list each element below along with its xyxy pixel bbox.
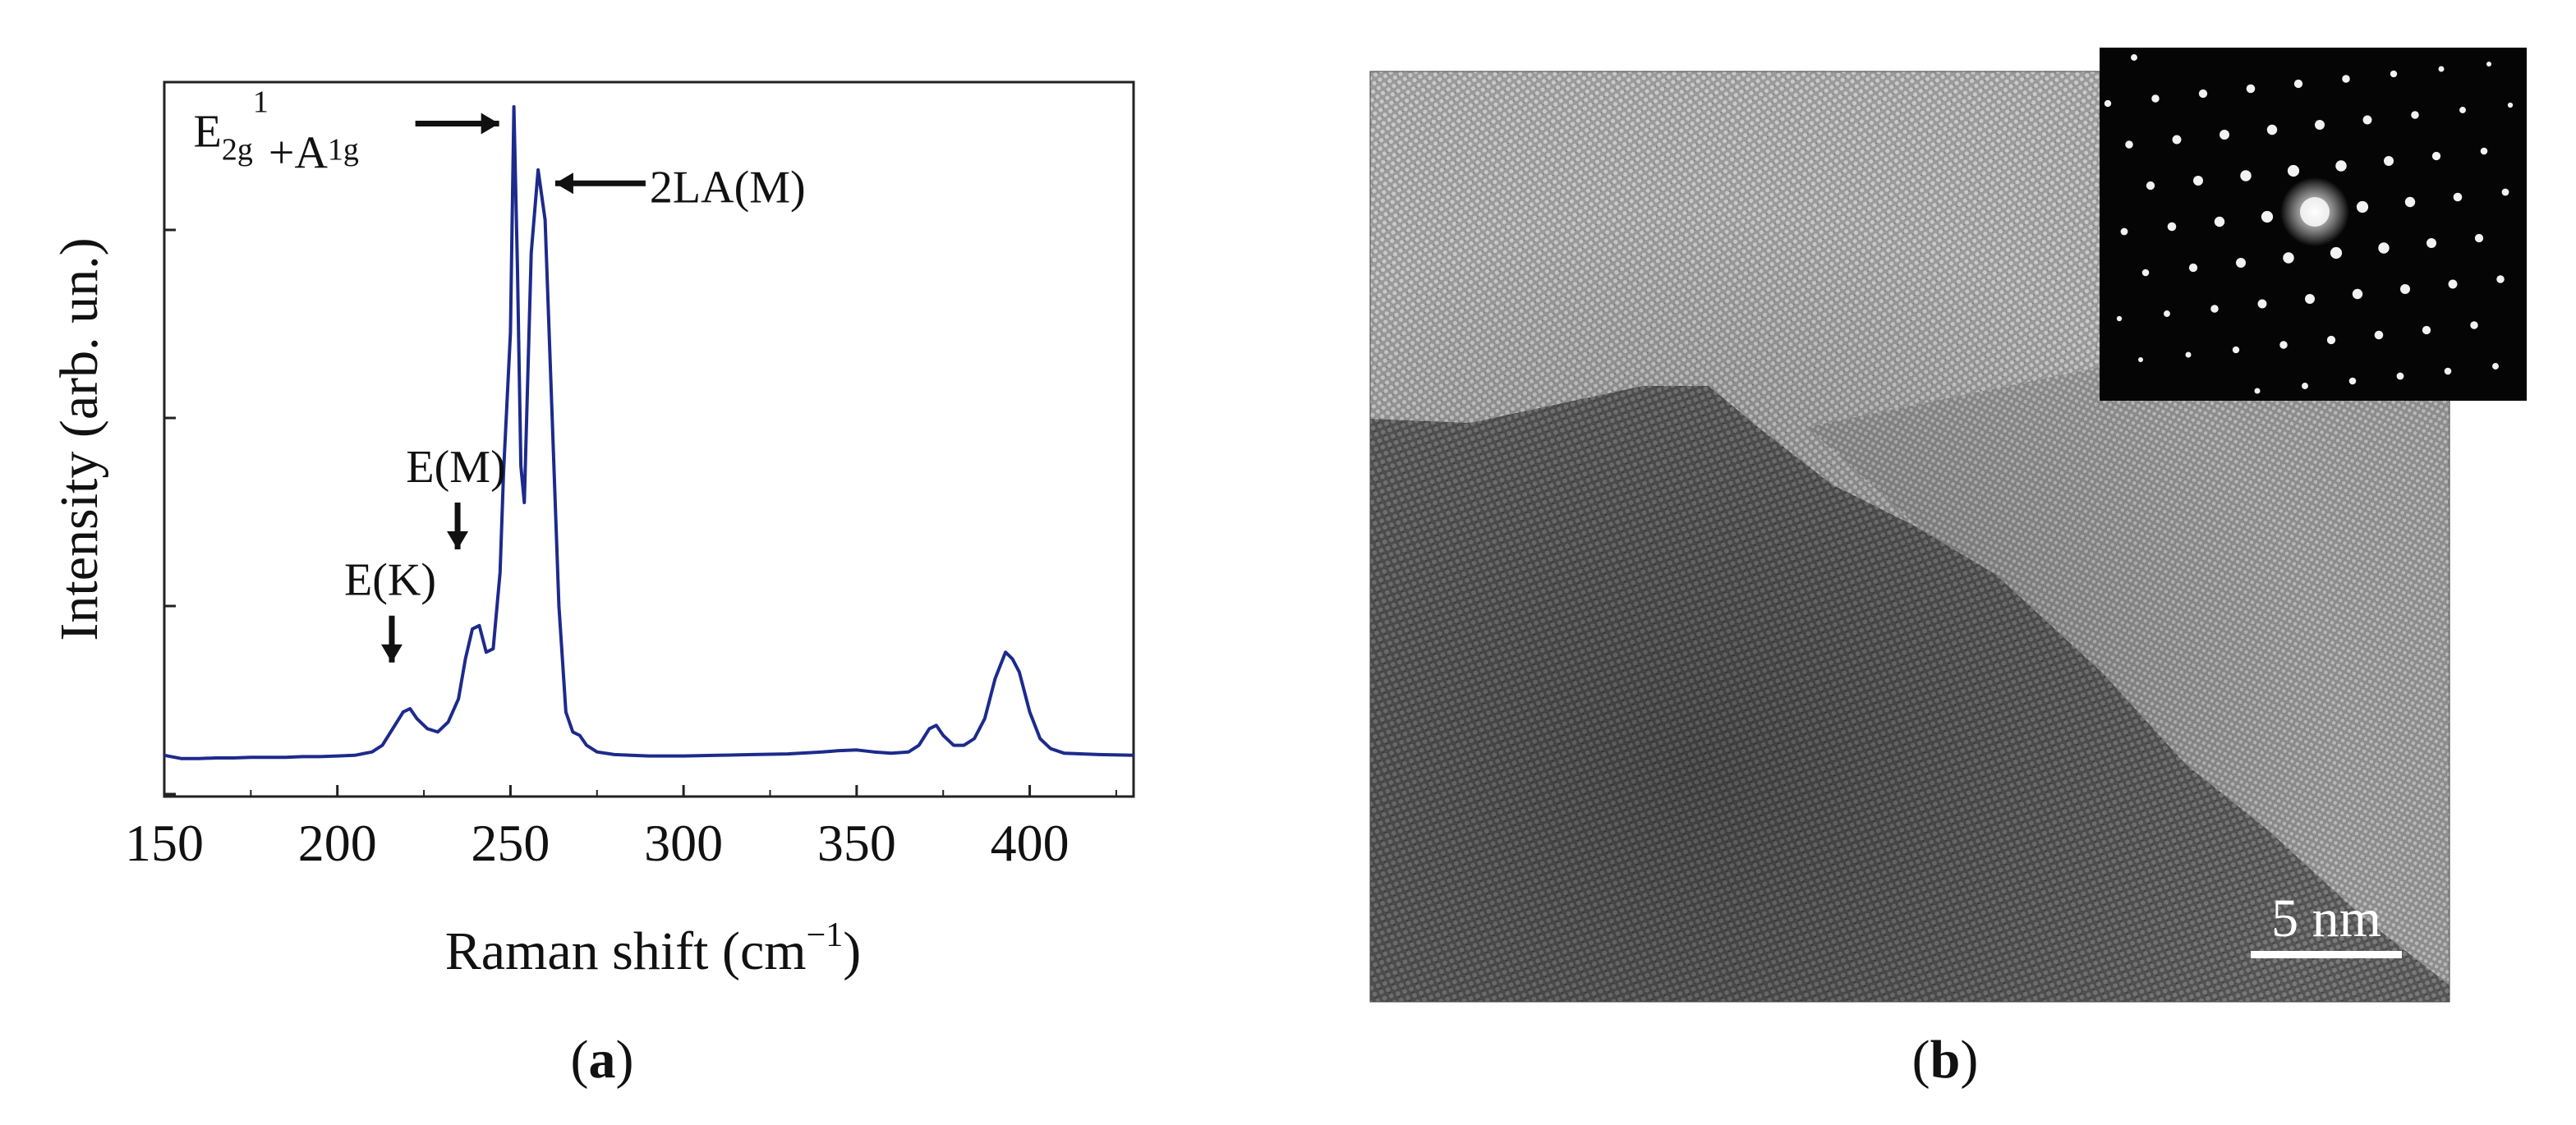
diffraction-spot — [2362, 115, 2372, 125]
diffraction-spot — [2507, 102, 2514, 108]
diffraction-spot — [2330, 246, 2343, 259]
panel-b-caption: (b) — [1912, 1030, 1979, 1090]
diffraction-spot — [2266, 124, 2278, 135]
tem-image-panel: 5 nm (b) — [1369, 48, 2527, 1090]
diffraction-spot — [2172, 135, 2182, 145]
diffraction-spot — [2384, 156, 2394, 166]
x-tick-label: 250 — [471, 814, 550, 872]
tem-micrograph — [1369, 71, 2450, 1003]
diffraction-spot — [2188, 263, 2198, 273]
diffraction-spot — [2448, 279, 2458, 289]
diffraction-spot — [2486, 62, 2491, 67]
scale-bar-label: 5 nm — [2271, 889, 2381, 948]
diffraction-spot — [2240, 170, 2252, 181]
diffraction-spot — [2164, 310, 2170, 317]
diffraction-spot — [2246, 84, 2256, 94]
x-tick-label: 400 — [991, 814, 1070, 872]
annotation-label: E2g1+A1g — [194, 85, 359, 179]
diffraction-spot — [2116, 315, 2123, 322]
diffraction-spot — [2257, 299, 2267, 309]
diffraction-spot — [2335, 160, 2347, 172]
diffraction-spots — [2104, 54, 2514, 394]
diffraction-spot — [2404, 196, 2416, 208]
panel-a-caption: (a) — [571, 1030, 634, 1090]
x-tick-label: 150 — [125, 814, 204, 872]
x-axis-ticks: 150 200 250 300 350 400 — [125, 785, 1117, 872]
diffraction-spot — [2293, 79, 2303, 89]
diffraction-spot — [2422, 325, 2431, 335]
diffraction-spot — [2167, 222, 2177, 232]
diffraction-spot — [2198, 89, 2208, 99]
diffraction-spot — [2356, 200, 2369, 214]
diffraction-spot — [2279, 341, 2288, 349]
scale-bar-line — [2251, 951, 2402, 958]
diffraction-spot — [2120, 227, 2128, 236]
diffraction-spot — [2342, 75, 2350, 83]
x-tick-label: 200 — [298, 814, 377, 872]
diffraction-spot — [2138, 357, 2143, 362]
x-tick-label: 300 — [644, 814, 723, 872]
diffraction-spot — [2131, 54, 2137, 61]
diffraction-spot — [2214, 216, 2225, 227]
scale-bar: 5 nm — [2251, 889, 2402, 958]
diffraction-spot — [2210, 305, 2219, 313]
annotation-arrow — [554, 172, 646, 195]
diffraction-spot — [2220, 130, 2229, 140]
annotation-arrow — [415, 112, 499, 135]
diffraction-spot — [2185, 351, 2192, 358]
raman-chart: 150 200 250 300 350 400 E2g1+A1g 2LA(M) E(M) E(K… — [49, 80, 1135, 1090]
annotation-label: E(K) — [344, 555, 436, 606]
diffraction-spot — [2283, 252, 2294, 264]
diffraction-spot — [2315, 120, 2325, 130]
raman-series-line — [163, 105, 1134, 760]
x-axis-label: Raman shift (cm−1) — [445, 916, 862, 981]
diffraction-spot — [2326, 335, 2336, 345]
plot-frame — [163, 80, 1135, 798]
diffraction-spot — [2390, 70, 2398, 78]
diffraction-spot — [2378, 242, 2390, 254]
diffraction-spot — [2426, 238, 2436, 248]
peak-annotations: E2g1+A1g 2LA(M) E(M) E(K) — [194, 85, 806, 663]
y-axis-ticks — [164, 228, 176, 796]
diffraction-spot — [2305, 294, 2315, 304]
central-beam — [2280, 177, 2349, 246]
diffraction-spot — [2396, 372, 2404, 380]
annotation-label: 2LA(M) — [650, 162, 806, 213]
diffraction-spot — [2302, 383, 2308, 389]
annotation-arrow — [381, 615, 402, 663]
diffraction-spot — [2411, 111, 2419, 119]
diffraction-spot — [2453, 192, 2463, 202]
diffraction-spot — [2438, 66, 2445, 72]
diffraction-spot — [2287, 164, 2300, 177]
diffraction-spot — [2444, 367, 2452, 375]
diffraction-spot — [2261, 210, 2274, 223]
diffraction-spot — [2480, 147, 2488, 155]
diffraction-spot — [2193, 176, 2203, 186]
y-axis-label: Intensity (arb. un.) — [49, 237, 109, 641]
diffraction-spot — [2104, 99, 2112, 108]
diffraction-spot — [2125, 140, 2133, 149]
diffraction-spot — [2459, 107, 2466, 113]
diffraction-spot — [2374, 330, 2384, 340]
annotation-label: E(M) — [406, 442, 505, 493]
diffraction-spot — [2501, 188, 2509, 196]
diffraction-spot — [2352, 288, 2363, 300]
diffraction-spot — [2236, 258, 2246, 268]
diffraction-spot — [2151, 94, 2160, 103]
diffraction-spot — [2400, 284, 2410, 294]
x-tick-label: 350 — [817, 814, 896, 872]
diffraction-inset — [2100, 48, 2527, 401]
diffraction-spot — [2496, 275, 2505, 283]
diffraction-spot — [2232, 346, 2240, 354]
diffraction-spot — [2146, 181, 2155, 191]
diffraction-spot — [2254, 388, 2261, 394]
diffraction-spot — [2141, 269, 2150, 277]
diffraction-spot — [2348, 377, 2357, 385]
diffraction-spot — [2470, 321, 2478, 329]
annotation-arrow — [447, 503, 469, 549]
diffraction-spot — [2431, 151, 2441, 161]
diffraction-spot — [2474, 233, 2484, 243]
diffraction-spot — [2492, 363, 2499, 370]
